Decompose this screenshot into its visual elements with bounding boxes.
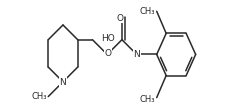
Text: O: O xyxy=(116,14,123,23)
Text: N: N xyxy=(60,78,66,87)
Text: N: N xyxy=(133,50,140,58)
Text: CH₃: CH₃ xyxy=(139,7,154,16)
Text: O: O xyxy=(104,48,111,57)
Text: HO: HO xyxy=(101,34,115,43)
Text: CH₃: CH₃ xyxy=(139,94,154,103)
Text: CH₃: CH₃ xyxy=(32,91,47,100)
